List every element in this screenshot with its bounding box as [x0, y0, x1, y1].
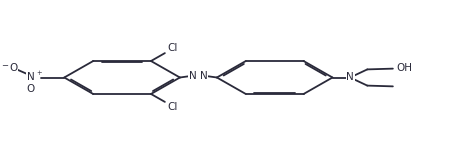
- Text: −: −: [1, 61, 8, 70]
- Text: N: N: [27, 73, 35, 82]
- Text: O: O: [9, 63, 17, 73]
- Text: OH: OH: [396, 63, 412, 73]
- Text: N: N: [189, 71, 197, 81]
- Text: +: +: [36, 70, 42, 76]
- Text: N: N: [346, 73, 354, 82]
- Text: Cl: Cl: [167, 102, 177, 113]
- Text: Cl: Cl: [167, 42, 177, 53]
- Text: N: N: [200, 71, 208, 81]
- Text: O: O: [27, 84, 35, 94]
